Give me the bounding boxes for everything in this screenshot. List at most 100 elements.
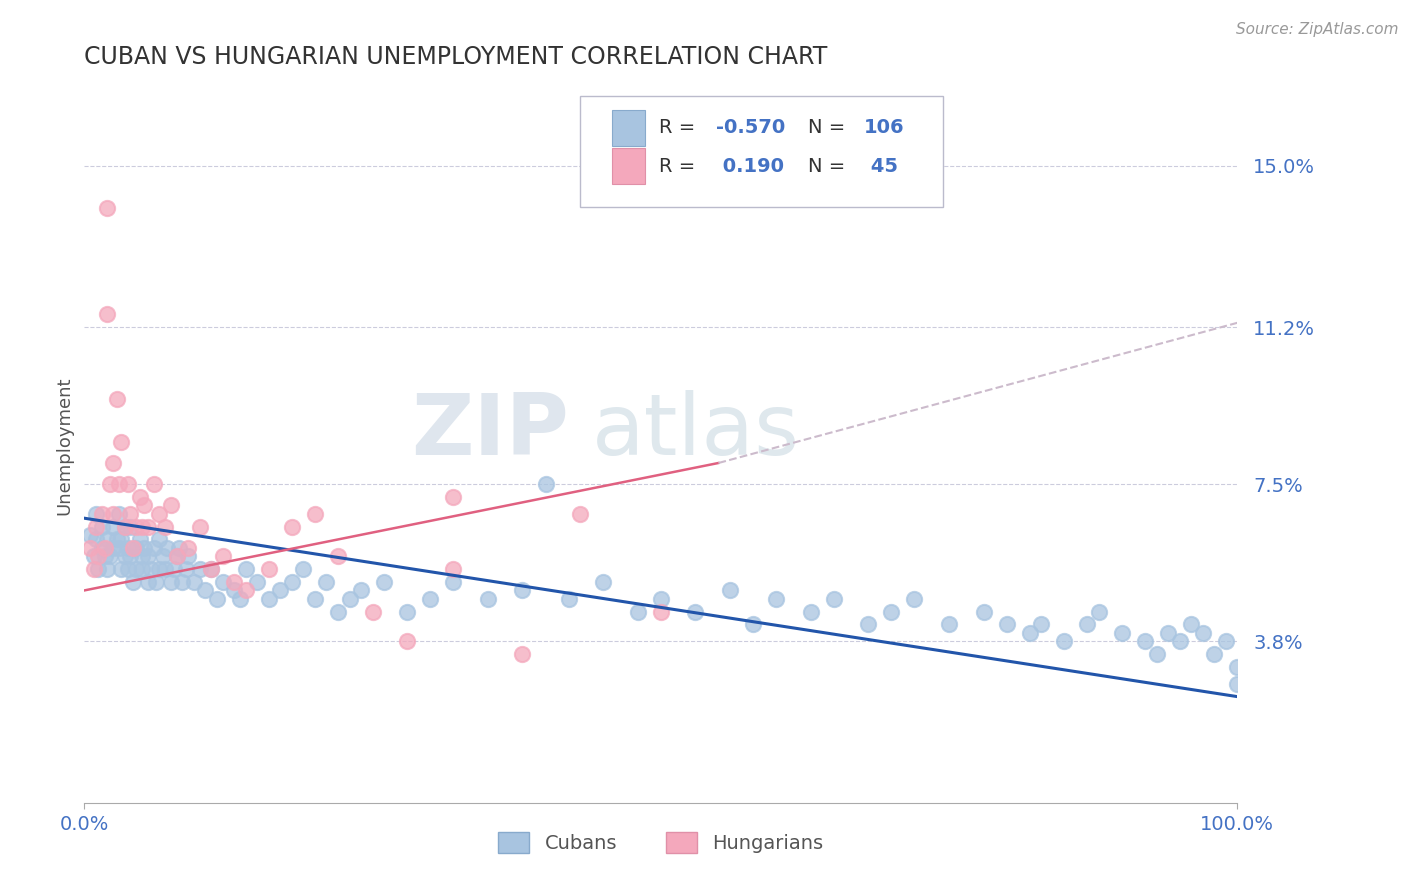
Point — [281, 574, 304, 589]
Point — [823, 591, 845, 606]
Point — [87, 562, 110, 576]
Point — [326, 605, 349, 619]
Point — [1215, 634, 1237, 648]
Point — [90, 541, 112, 555]
Point — [108, 541, 131, 555]
Point — [120, 549, 142, 564]
Point — [441, 490, 464, 504]
Point — [1226, 677, 1249, 691]
Point — [131, 519, 153, 533]
Point — [125, 562, 148, 576]
Point — [512, 647, 534, 661]
Point — [108, 477, 131, 491]
Point — [1204, 647, 1226, 661]
Point — [569, 507, 592, 521]
Point — [685, 605, 707, 619]
Point — [441, 562, 464, 576]
Point — [98, 549, 121, 564]
Point — [153, 519, 176, 533]
Point — [136, 519, 159, 533]
Point — [224, 574, 246, 589]
Point — [128, 533, 150, 547]
Point — [973, 605, 995, 619]
Point — [557, 591, 579, 606]
Point — [96, 533, 118, 547]
Point — [627, 605, 650, 619]
Point — [98, 477, 121, 491]
Point — [326, 549, 349, 564]
Text: 106: 106 — [863, 119, 904, 137]
Point — [1168, 634, 1191, 648]
Point — [304, 507, 326, 521]
Text: Source: ZipAtlas.com: Source: ZipAtlas.com — [1236, 22, 1399, 37]
Text: atlas: atlas — [592, 390, 800, 474]
Point — [281, 519, 304, 533]
Point — [142, 541, 165, 555]
Point — [105, 392, 128, 407]
Point — [1111, 626, 1133, 640]
Text: N =: N = — [808, 157, 845, 176]
Point — [224, 583, 246, 598]
Point — [292, 562, 315, 576]
Text: 0.190: 0.190 — [716, 157, 785, 176]
Point — [650, 605, 672, 619]
Point — [1180, 617, 1202, 632]
Point — [177, 541, 200, 555]
Point — [718, 583, 741, 598]
Point — [136, 574, 159, 589]
Point — [534, 477, 557, 491]
FancyBboxPatch shape — [581, 96, 943, 207]
Point — [257, 591, 280, 606]
Point — [350, 583, 373, 598]
Point — [211, 574, 233, 589]
Point — [120, 507, 142, 521]
Point — [1157, 626, 1180, 640]
Point — [84, 507, 107, 521]
Point — [396, 634, 419, 648]
Point — [938, 617, 960, 632]
Point — [134, 541, 156, 555]
Point — [1146, 647, 1168, 661]
Point — [858, 617, 880, 632]
Point — [373, 574, 395, 589]
Text: R =: R = — [658, 119, 702, 137]
Point — [211, 549, 233, 564]
Point — [103, 456, 124, 470]
Point — [105, 533, 128, 547]
Point — [134, 499, 156, 513]
Point — [188, 562, 211, 576]
Point — [1018, 626, 1040, 640]
Point — [79, 528, 101, 542]
Point — [94, 541, 117, 555]
Point — [160, 574, 183, 589]
Point — [1191, 626, 1213, 640]
Point — [79, 541, 101, 555]
Point — [110, 562, 132, 576]
Point — [103, 519, 124, 533]
Point — [1053, 634, 1076, 648]
Point — [172, 574, 194, 589]
Point — [90, 507, 112, 521]
Point — [167, 541, 190, 555]
Point — [188, 519, 211, 533]
Point — [1088, 605, 1111, 619]
Point — [117, 477, 139, 491]
Point — [246, 574, 269, 589]
Point — [200, 562, 222, 576]
Point — [315, 574, 337, 589]
FancyBboxPatch shape — [613, 148, 645, 184]
Point — [235, 583, 257, 598]
Point — [125, 541, 148, 555]
Text: 45: 45 — [863, 157, 898, 176]
Text: CUBAN VS HUNGARIAN UNEMPLOYMENT CORRELATION CHART: CUBAN VS HUNGARIAN UNEMPLOYMENT CORRELAT… — [84, 45, 828, 70]
Point — [257, 562, 280, 576]
Point — [235, 562, 257, 576]
Point — [1226, 660, 1249, 674]
Point — [108, 507, 131, 521]
Point — [145, 574, 167, 589]
Point — [114, 549, 136, 564]
Point — [121, 574, 143, 589]
Point — [166, 549, 188, 564]
Point — [136, 549, 159, 564]
Point — [880, 605, 903, 619]
